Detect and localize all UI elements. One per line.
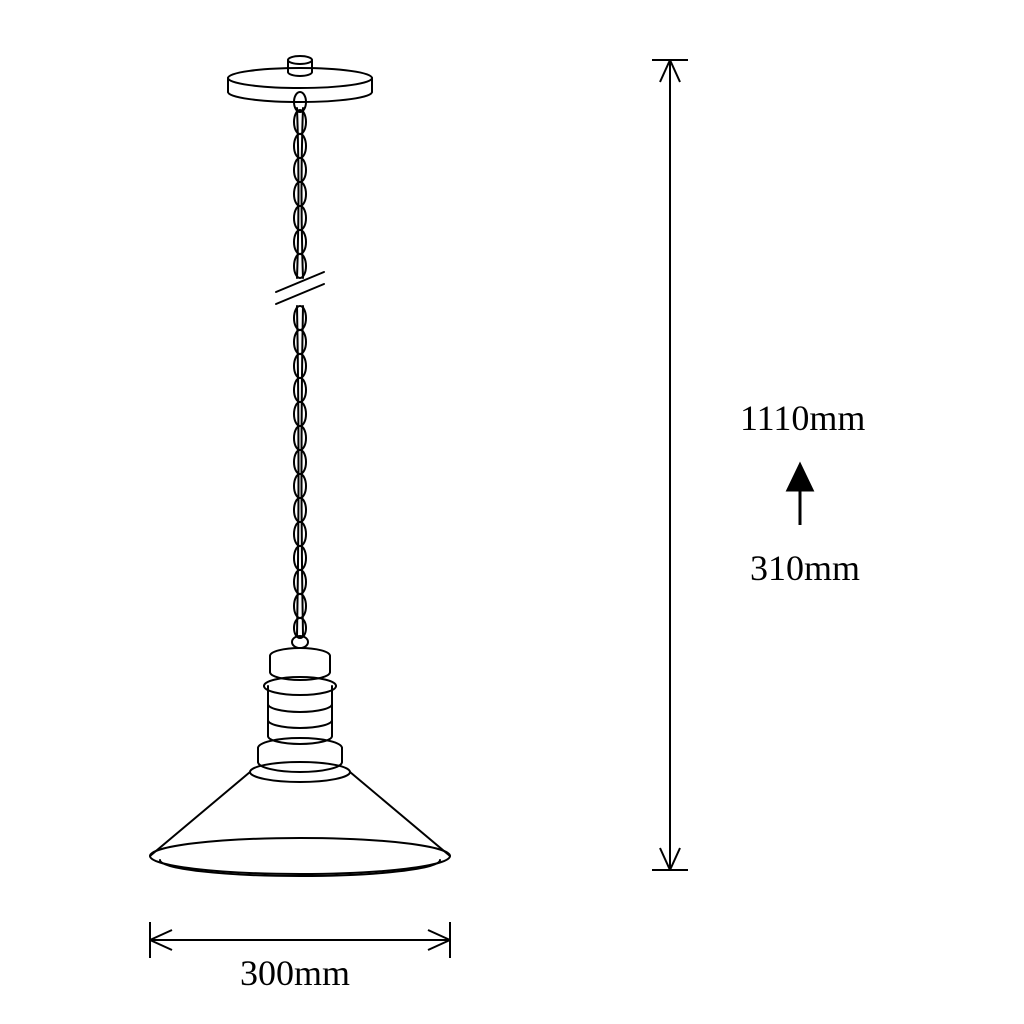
width-label: 300mm (240, 953, 350, 993)
height-max-label: 1110mm (740, 398, 865, 438)
technical-drawing: 1110mm 310mm 300mm (0, 0, 1024, 1024)
lamp-shade (150, 762, 450, 876)
pendant-lamp (150, 56, 450, 876)
ceiling-canopy (228, 56, 372, 112)
height-dimension (652, 60, 688, 870)
lamp-socket (258, 636, 342, 772)
range-arrow-icon (788, 465, 812, 525)
chain-lower (294, 306, 306, 638)
height-min-label: 310mm (750, 548, 860, 588)
chain-break-mark (276, 272, 324, 304)
chain-upper (294, 108, 306, 278)
